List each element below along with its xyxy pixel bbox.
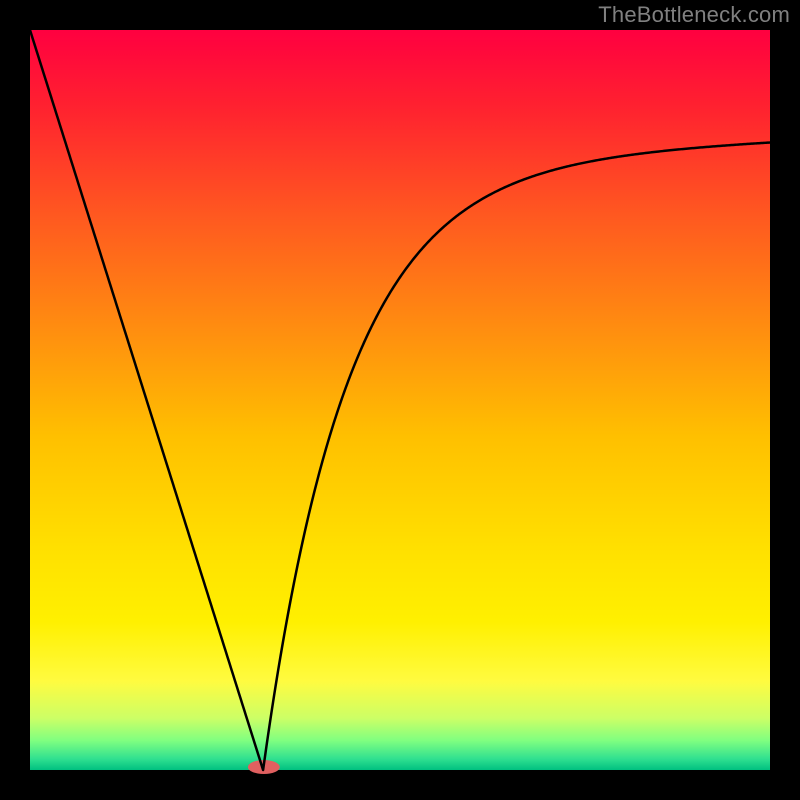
bottleneck-chart <box>0 0 800 800</box>
plot-background <box>30 30 770 770</box>
chart-container: TheBottleneck.com <box>0 0 800 800</box>
watermark-text: TheBottleneck.com <box>598 2 790 28</box>
